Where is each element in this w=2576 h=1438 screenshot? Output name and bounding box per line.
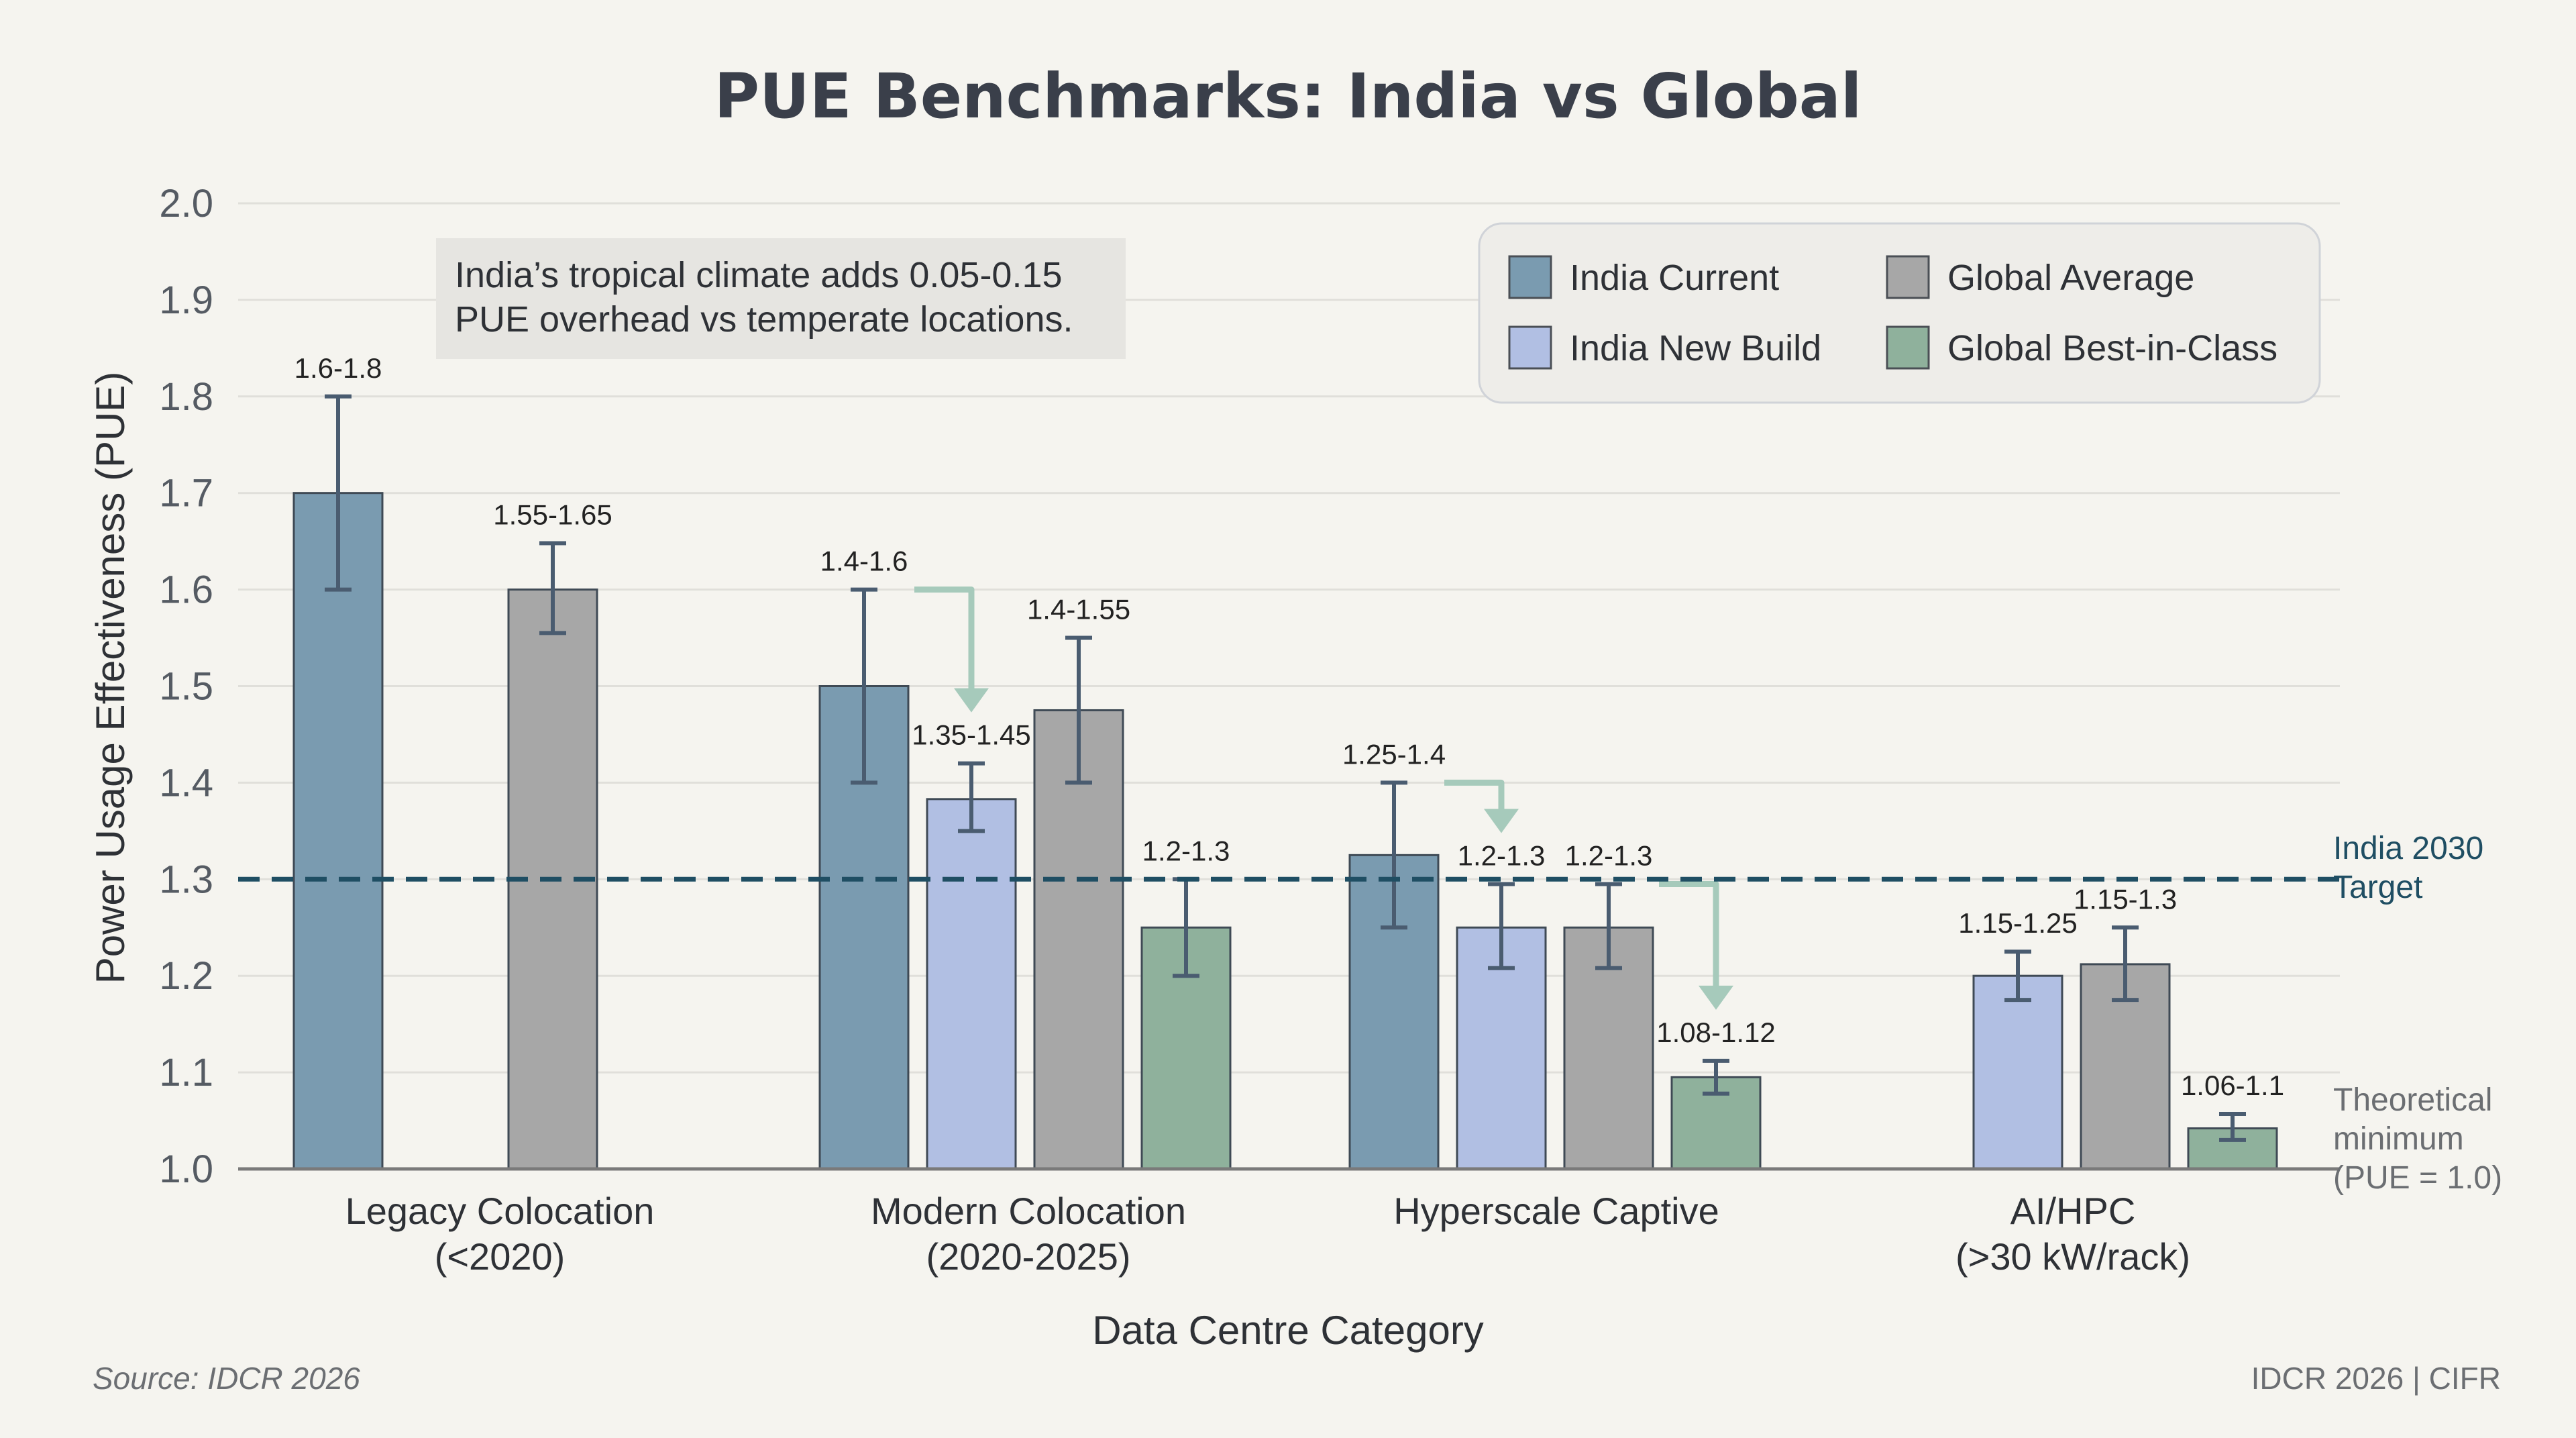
- category-sublabel: (2020-2025): [926, 1235, 1130, 1278]
- improvement-arrows: [914, 586, 1733, 1010]
- y-axis-title: Power Usage Effectiveness (PUE): [88, 372, 133, 984]
- source-note: Source: IDCR 2026: [93, 1361, 360, 1396]
- y-tick-label: 1.9: [159, 278, 213, 322]
- bar: [1972, 974, 2063, 1170]
- bar: [292, 492, 384, 1170]
- target-label: Target: [2333, 870, 2422, 905]
- data-label: 1.2-1.3: [1142, 835, 1230, 866]
- data-label: 1.15-1.25: [1958, 907, 2077, 939]
- brand-footer: IDCR 2026 | CIFR: [2251, 1361, 2501, 1396]
- data-label: 1.4-1.6: [820, 546, 908, 577]
- y-tick-label: 1.8: [159, 375, 213, 419]
- data-label: 1.06-1.1: [2181, 1070, 2284, 1101]
- arrow-head: [1484, 809, 1519, 833]
- category-label: Modern Colocation: [871, 1190, 1186, 1232]
- minimum-label: Theoretical: [2333, 1082, 2492, 1118]
- data-label: 1.15-1.3: [2074, 883, 2177, 915]
- arrow-head: [954, 688, 989, 713]
- annotation-text: India’s tropical climate adds 0.05-0.15: [455, 255, 1063, 295]
- y-tick-label: 1.5: [159, 665, 213, 709]
- data-label: 1.2-1.3: [1458, 839, 1546, 871]
- climate-annotation: India’s tropical climate adds 0.05-0.15P…: [436, 238, 1126, 359]
- y-tick-label: 2.0: [159, 182, 213, 225]
- annotation-box: [436, 238, 1126, 359]
- category-labels: Legacy Colocation(<2020) Modern Colocatio…: [345, 1190, 2190, 1278]
- data-labels: 1.6-1.8 1.4-1.6 1.25-1.4 1.35-1.45 1.2-1.3 1.…: [294, 352, 2284, 1101]
- improvement-arrow: [914, 586, 975, 690]
- legend-swatch: [1508, 255, 1552, 299]
- category-sublabel: (>30 kW/rack): [1955, 1235, 2190, 1278]
- arrow-head: [1699, 985, 1733, 1010]
- error-bars: [325, 394, 2246, 1142]
- legend-swatch: [1508, 325, 1552, 370]
- y-tick-label: 1.2: [159, 954, 213, 998]
- y-tick-label: 1.6: [159, 568, 213, 612]
- bars: [292, 492, 2278, 1170]
- target-label: India 2030: [2333, 831, 2483, 866]
- x-axis-title: Data Centre Category: [1092, 1308, 1484, 1353]
- category-label: AI/HPC: [2010, 1190, 2136, 1232]
- legend-label: India New Build: [1570, 328, 1821, 368]
- y-tick-label: 1.7: [159, 472, 213, 515]
- legend-box: [1478, 222, 2321, 404]
- legend-label: India Current: [1570, 258, 1779, 298]
- data-label: 1.08-1.12: [1656, 1017, 1775, 1048]
- y-tick-labels: 1.0 1.1 1.2 1.3 1.4 1.5 1.6 1.7 1.8 1.9 2.0: [159, 182, 213, 1191]
- y-tick-label: 1.0: [159, 1147, 213, 1191]
- chart-title: PUE Benchmarks: India vs Global: [714, 60, 1862, 132]
- legend-swatch: [1886, 255, 1930, 299]
- data-label: 1.55-1.65: [493, 499, 612, 531]
- annotation-text: PUE overhead vs temperate locations.: [455, 299, 1073, 340]
- minimum-label: (PUE = 1.0): [2333, 1160, 2502, 1196]
- category-label: Legacy Colocation: [345, 1190, 655, 1232]
- legend-swatch: [1886, 325, 1930, 370]
- y-tick-label: 1.4: [159, 761, 213, 805]
- data-label: 1.25-1.4: [1342, 738, 1446, 770]
- data-label: 1.35-1.45: [912, 719, 1030, 751]
- bar: [926, 798, 1017, 1170]
- category-label: Hyperscale Captive: [1393, 1190, 1719, 1232]
- legend-label: Global Best-in-Class: [1947, 328, 2277, 368]
- bar: [1033, 709, 1124, 1170]
- data-label: 1.4-1.55: [1027, 594, 1130, 625]
- legend-label: Global Average: [1947, 258, 2194, 298]
- minimum-label: minimum: [2333, 1121, 2464, 1157]
- legend: India Current India New Build Global Avera…: [1478, 222, 2321, 404]
- improvement-arrow: [1444, 779, 1505, 811]
- data-label: 1.6-1.8: [294, 352, 382, 384]
- y-tick-label: 1.1: [159, 1051, 213, 1094]
- category-sublabel: (<2020): [435, 1235, 566, 1278]
- data-label: 1.2-1.3: [1565, 839, 1653, 871]
- improvement-arrow: [1659, 880, 1719, 987]
- y-tick-label: 1.3: [159, 858, 213, 901]
